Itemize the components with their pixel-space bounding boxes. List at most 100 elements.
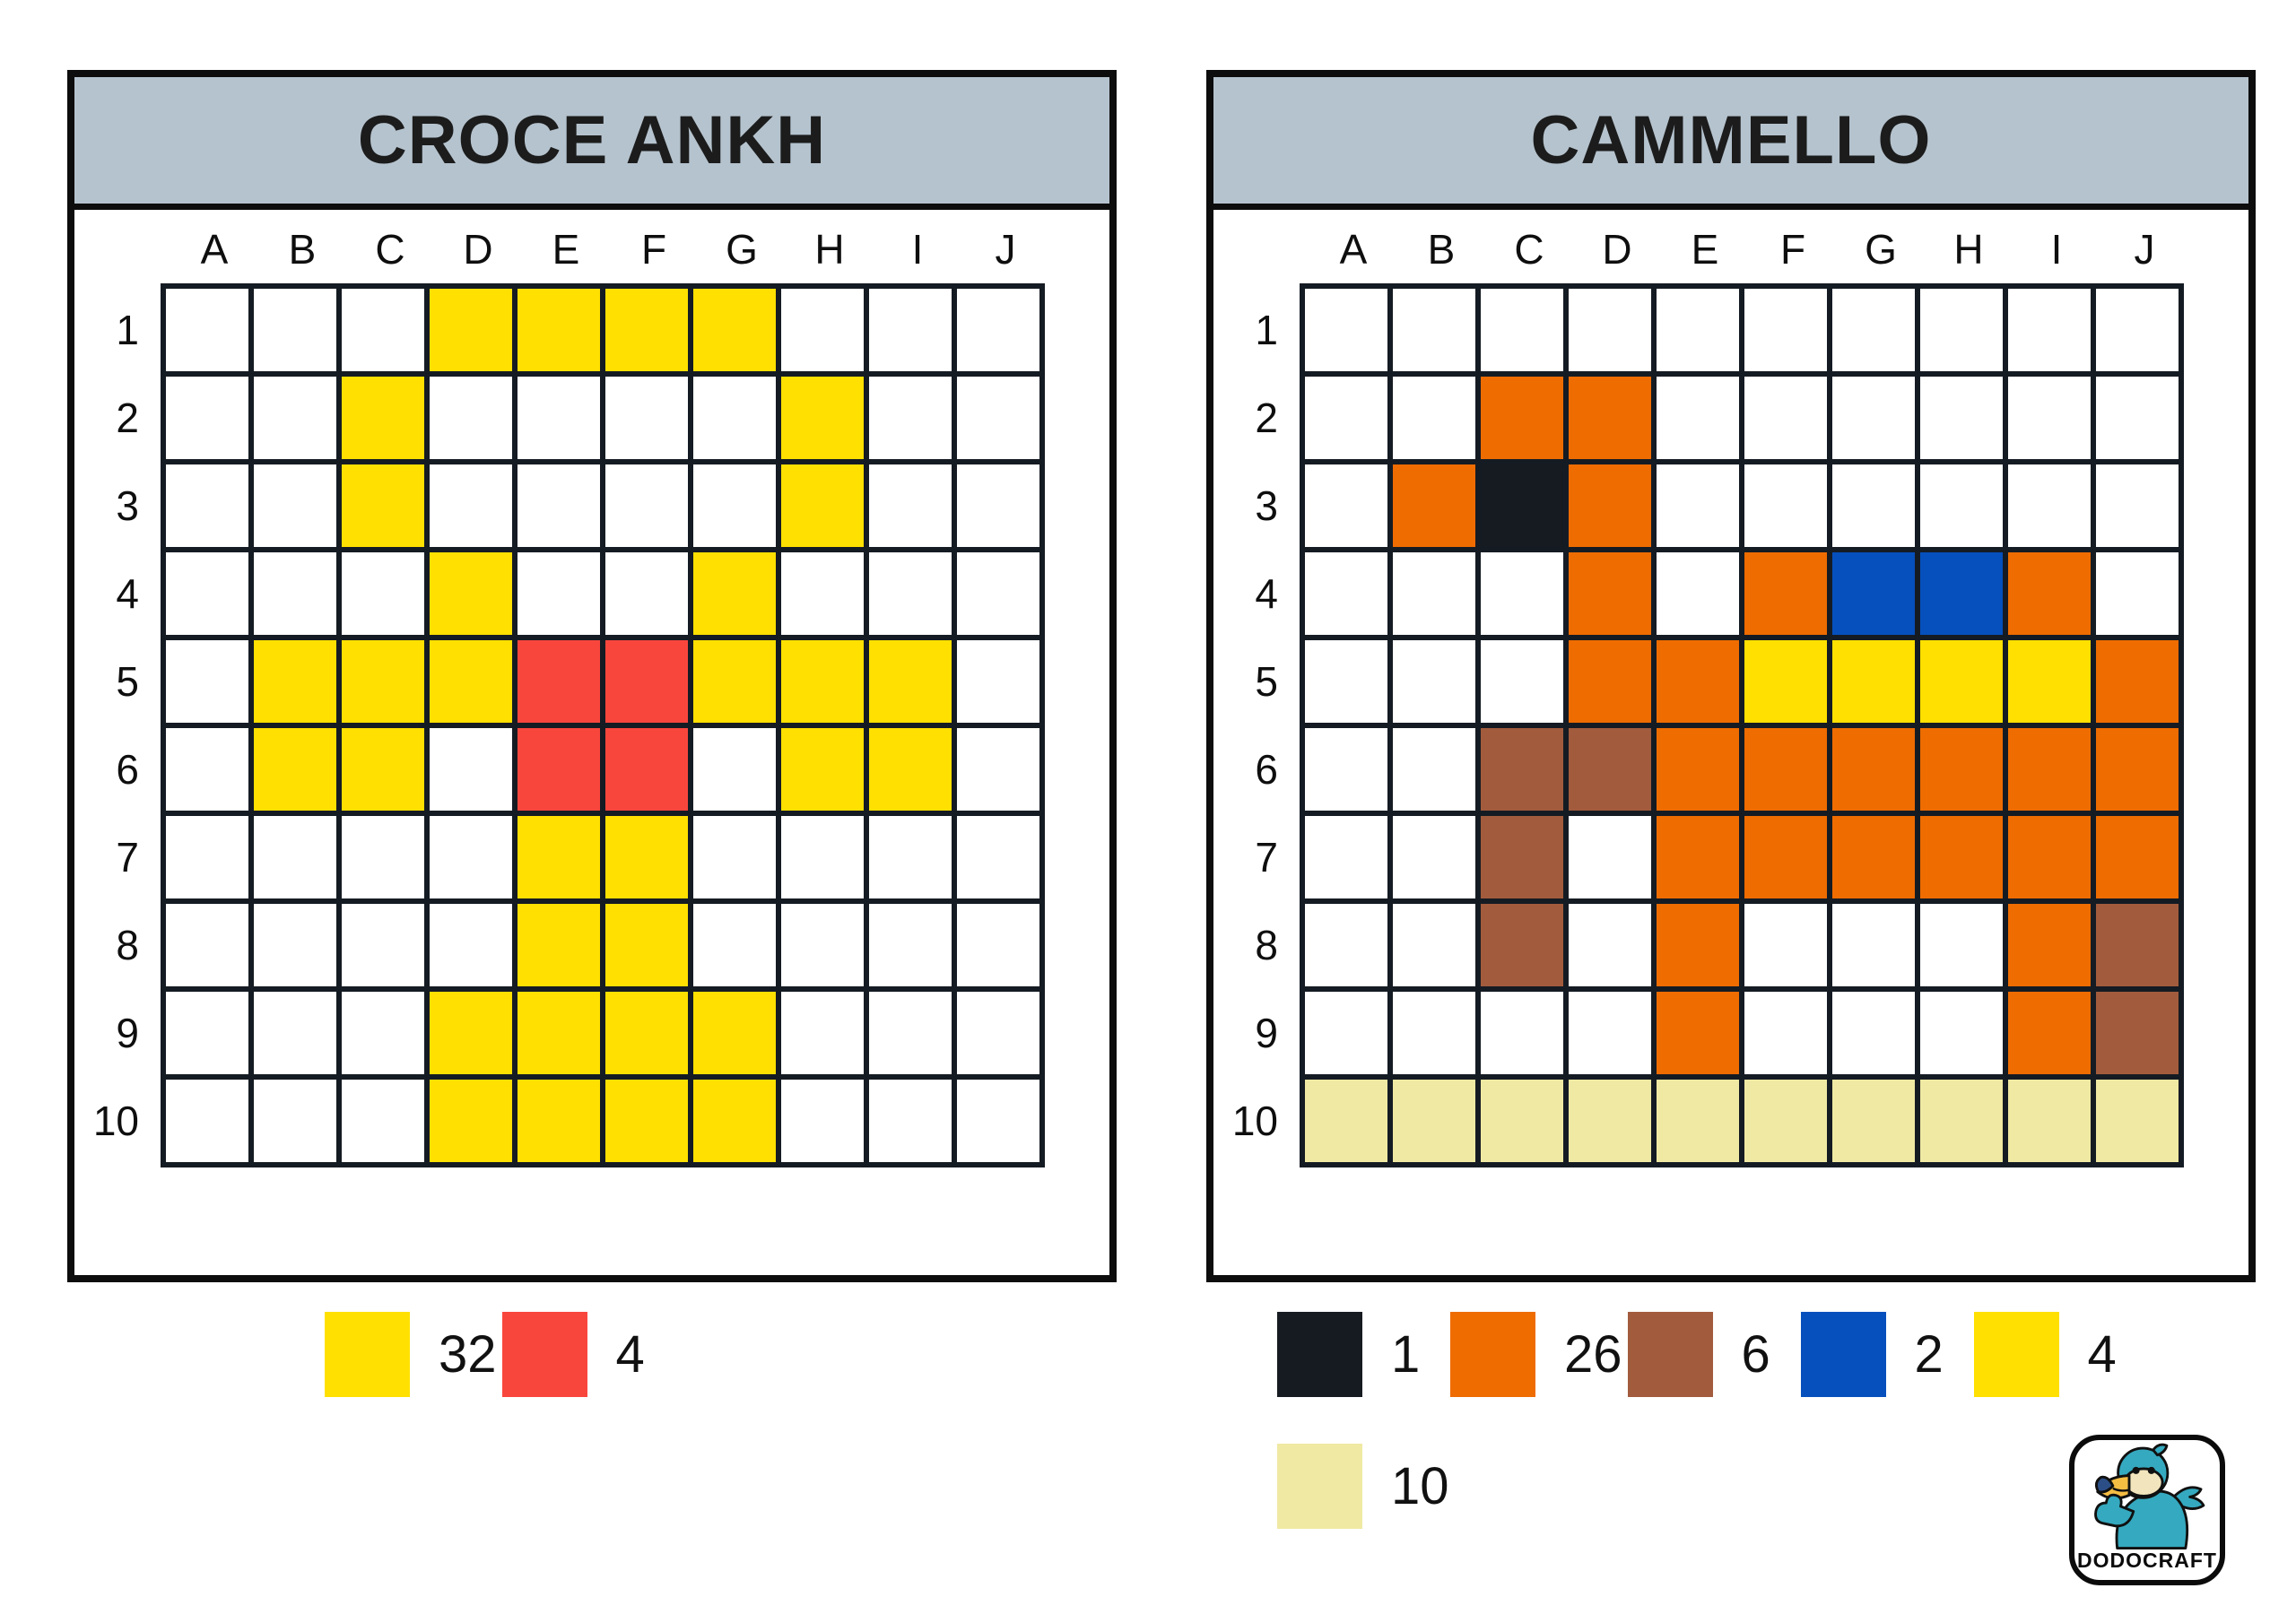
grid-cell-a2 [1305, 377, 1387, 459]
row-labels: 1 2 3 4 5 6 7 8 9 10 [1221, 283, 1300, 1167]
grid-cell-c2 [342, 377, 424, 459]
column-header-h: H [814, 226, 845, 273]
legend-count: 1 [1391, 1325, 1421, 1384]
grid-cell-d3 [430, 464, 512, 547]
grid-cell-e7 [517, 816, 600, 898]
grid-cell-h8 [1920, 904, 2003, 986]
legend-color-swatch [1277, 1312, 1362, 1397]
grid-cell-e1 [1657, 289, 1739, 371]
grid-cell-f3 [605, 464, 688, 547]
grid-cell-e9 [517, 992, 600, 1074]
grid-cell-g1 [693, 289, 776, 371]
grid-cell-g1 [1832, 289, 1915, 371]
row-label-6: 6 [116, 746, 139, 793]
column-header-d: D [463, 226, 493, 273]
row-label-3: 3 [1255, 482, 1278, 529]
grid-cell-d3 [1569, 464, 1651, 547]
legend-item: 4 [1973, 1312, 2142, 1397]
row-label-10: 10 [92, 1098, 139, 1144]
grid-cell-j4 [2096, 552, 2179, 635]
logo-wordmark: DODOCRAFT [2077, 1549, 2217, 1572]
legend-color-swatch [1277, 1444, 1362, 1529]
legend-color-swatch [1973, 1312, 2059, 1397]
grid-cell-e2 [517, 377, 600, 459]
row-label-8: 8 [116, 922, 139, 968]
grid-cell-b10 [1393, 1080, 1475, 1162]
row-label-4: 4 [1255, 570, 1278, 617]
grid-cell-e10 [517, 1080, 600, 1162]
grid-cell-e5 [517, 640, 600, 723]
grid-cell-a10 [1305, 1080, 1387, 1162]
grid-cell-f5 [1744, 640, 1827, 723]
grid-cell-c7 [342, 816, 424, 898]
grid-cell-a1 [166, 289, 248, 371]
grid-cell-i4 [2008, 552, 2091, 635]
legend-item: 2 [1800, 1312, 1969, 1397]
grid-cell-j2 [957, 377, 1039, 459]
grid-cell-d8 [430, 904, 512, 986]
grid-cell-d4 [430, 552, 512, 635]
grid-cell-g4 [693, 552, 776, 635]
grid-cell-f6 [605, 728, 688, 811]
legend-item: 26 [1450, 1312, 1622, 1397]
grid-cell-c6 [1481, 728, 1563, 811]
grid-wrap: 1 2 3 4 5 6 7 8 9 10 [1221, 283, 2248, 1167]
grid-cell-h4 [1920, 552, 2003, 635]
grid-cell-g5 [1832, 640, 1915, 723]
grid-cell-h10 [1920, 1080, 2003, 1162]
legend-count: 4 [2087, 1325, 2117, 1384]
grid-cell-b9 [254, 992, 336, 1074]
grid-cell-j10 [2096, 1080, 2179, 1162]
grid-cell-b5 [254, 640, 336, 723]
grid-cell-e10 [1657, 1080, 1739, 1162]
grid-cell-j8 [2096, 904, 2179, 986]
grid-cell-h8 [781, 904, 864, 986]
legend-cammello-row1: 1 26 6 2 4 [1277, 1312, 2147, 1397]
grid-cell-e3 [1657, 464, 1739, 547]
row-label-7: 7 [116, 834, 139, 881]
legend-count: 4 [615, 1325, 645, 1384]
row-label-1: 1 [116, 307, 139, 353]
grid-cell-b4 [1393, 552, 1475, 635]
grid-cell-d10 [430, 1080, 512, 1162]
grid-cell-g7 [693, 816, 776, 898]
column-header-c: C [375, 226, 405, 273]
grid-cell-b3 [1393, 464, 1475, 547]
column-headers: A B C D E F G H I J [1312, 224, 2248, 274]
grid-cell-i9 [2008, 992, 2091, 1074]
row-label-4: 4 [116, 570, 139, 617]
grid-cell-a5 [1305, 640, 1387, 723]
puzzle-panel-croce-ankh: CROCE ANKH A B C D E F G H I J 1 2 3 4 5 6 7 8 9 10 [67, 70, 1117, 1282]
legend-croce-ankh: 32 4 [325, 1312, 675, 1397]
grid-cell-e9 [1657, 992, 1739, 1074]
grid-cell-d10 [1569, 1080, 1651, 1162]
column-header-e: E [552, 226, 580, 273]
column-header-e: E [1691, 226, 1719, 273]
grid-cell-i10 [869, 1080, 952, 1162]
grid-cell-c3 [342, 464, 424, 547]
grid-cell-b2 [1393, 377, 1475, 459]
grid-cell-j1 [2096, 289, 2179, 371]
grid-cell-f10 [1744, 1080, 1827, 1162]
legend-color-swatch [1627, 1312, 1713, 1397]
grid-cell-c4 [342, 552, 424, 635]
grid-cell-a9 [1305, 992, 1387, 1074]
grid-cell-f6 [1744, 728, 1827, 811]
grid-cell-a6 [1305, 728, 1387, 811]
pixel-grid [1300, 283, 2184, 1167]
row-label-1: 1 [1255, 307, 1278, 353]
grid-cell-b4 [254, 552, 336, 635]
grid-cell-c8 [342, 904, 424, 986]
grid-cell-d5 [430, 640, 512, 723]
grid-cell-g3 [1832, 464, 1915, 547]
row-label-3: 3 [116, 482, 139, 529]
grid-cell-f3 [1744, 464, 1827, 547]
panel-title-bar: CROCE ANKH [74, 77, 1109, 210]
grid-cell-e7 [1657, 816, 1739, 898]
column-header-j: J [995, 226, 1016, 273]
dodocraft-logo: DODOCRAFT [2069, 1435, 2225, 1585]
grid-cell-f8 [1744, 904, 1827, 986]
legend-color-swatch [325, 1312, 410, 1397]
grid-cell-g10 [693, 1080, 776, 1162]
grid-cell-h1 [1920, 289, 2003, 371]
